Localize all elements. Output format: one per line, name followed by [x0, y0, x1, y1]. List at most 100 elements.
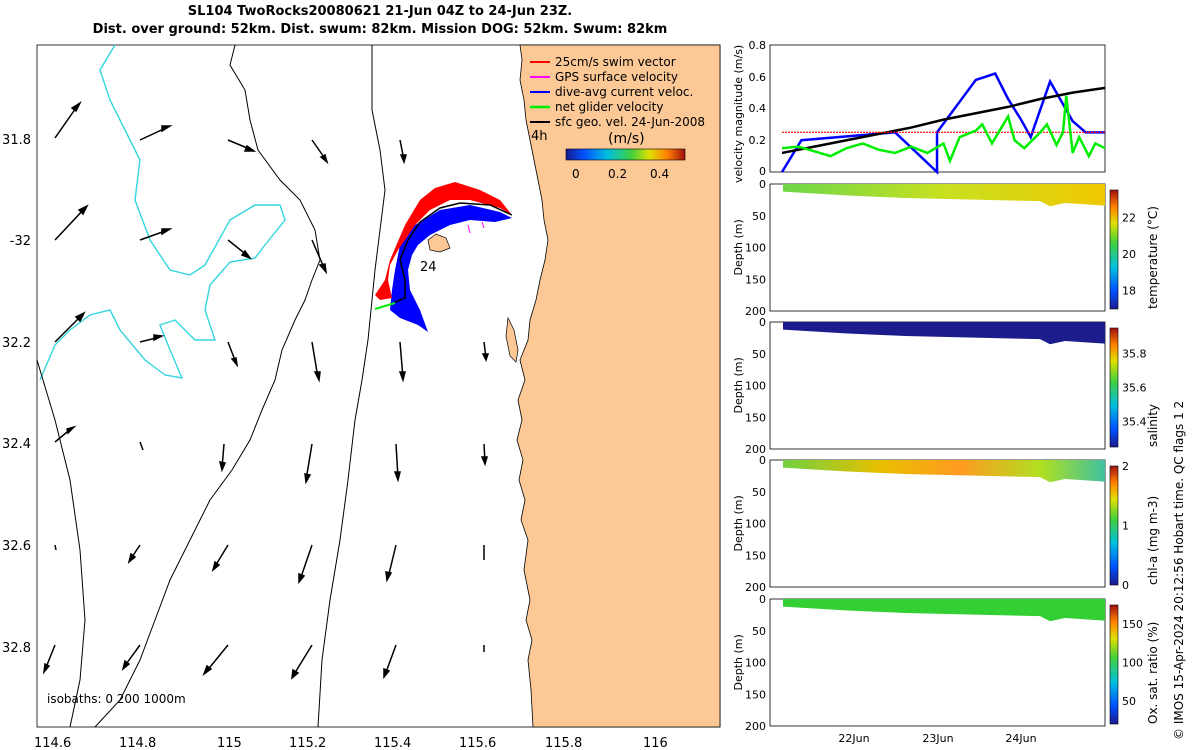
salinity-colorbar-tick: 35.4	[1122, 416, 1147, 429]
legend-swim-vector: 25cm/s swim vector	[555, 55, 676, 69]
oxygen-y-tick: 200	[745, 720, 766, 733]
chl-a-colorbar-tick: 1	[1122, 520, 1129, 533]
salinity-y-tick: 100	[745, 380, 766, 393]
velocity-line-black	[781, 86, 1106, 155]
coastline-land	[516, 44, 721, 728]
velocity-series	[780, 72, 1106, 175]
chl-a-y-tick: 50	[752, 486, 766, 499]
title-line-1: SL104 TwoRocks20080621 21-Jun 04Z to 24-…	[187, 4, 573, 19]
oxygen-y-tick: 50	[752, 625, 766, 638]
time-x-ticks: 22Jun 23Jun 24Jun	[838, 732, 1036, 745]
salinity-y-tick: 0	[759, 316, 766, 329]
right-panels: 0 0.2 0.4 0.6 0.8 velocity magnitude (m/…	[732, 39, 1160, 745]
oxygen-data	[783, 599, 1105, 622]
oxygen-y-tick: 100	[745, 657, 766, 670]
velocity-line-green	[781, 95, 1106, 165]
salinity-y-tick: 200	[745, 443, 766, 456]
chl-a-colorbar-label: chl-a (mg m-3)	[1146, 496, 1160, 585]
oxygen-y-tick: 150	[745, 688, 766, 701]
map-legend: 25cm/s swim vector GPS surface velocity …	[530, 55, 705, 129]
chl-a-y-tick: 150	[745, 549, 766, 562]
map-x-tick: 115.4	[374, 736, 411, 750]
vel-y-tick: 0.4	[749, 102, 767, 115]
oxygen-colorbar	[1109, 604, 1119, 725]
island-rottnest	[505, 316, 519, 363]
map-y-tick: 32.8	[2, 641, 31, 656]
chl-a-y-tick: 0	[759, 454, 766, 467]
salinity-colorbar	[1109, 327, 1119, 448]
chl-a-colorbar-tick: 0	[1122, 579, 1129, 592]
legend-sfc-geo: sfc geo. vel. 24-Jun-2008	[555, 115, 705, 129]
map-colorbar-tick-1: 0.2	[608, 167, 627, 181]
temperature-y-tick: 100	[745, 242, 766, 255]
salinity-colorbar-label: salinity	[1146, 404, 1160, 447]
chl-a-y-tick: 200	[745, 581, 766, 594]
map-x-tick: 115.6	[459, 736, 496, 750]
salinity-data	[783, 322, 1105, 345]
map-y-tick: 32.4	[2, 437, 31, 452]
map-y-tick: 31.8	[2, 133, 31, 148]
time-x-tick: 24Jun	[1005, 732, 1036, 745]
geostrophic-vectors	[42, 100, 490, 680]
oxygen-ylabel: Depth (m)	[732, 634, 745, 690]
map-y-tick: -32	[10, 234, 31, 249]
oxygen-colorbar-tick: 50	[1122, 695, 1136, 708]
map-x-tick: 114.8	[119, 736, 156, 750]
legend-gps-velocity: GPS surface velocity	[555, 70, 678, 84]
salinity-y-tick: 150	[745, 411, 766, 424]
map-x-ticks: 114.6 114.8 115 115.2 115.4 115.6 115.8 …	[34, 736, 668, 750]
chl-a-colorbar-tick: 2	[1122, 460, 1129, 473]
isobath-200m	[39, 44, 286, 381]
vel-y-tick: 0	[759, 165, 766, 178]
salinity-colorbar-tick: 35.8	[1122, 348, 1147, 361]
vel-y-tick: 0.6	[749, 71, 767, 84]
isobath-1000m-west	[36, 359, 86, 728]
legend-net-glider: net glider velocity	[555, 100, 663, 114]
map-colorbar	[565, 148, 686, 161]
temperature-ylabel: Depth (m)	[732, 219, 745, 275]
temperature-y-tick: 150	[745, 273, 766, 286]
map-y-ticks: 31.8 -32 32.2 32.4 32.6 32.8	[2, 133, 31, 656]
temperature-y-tick: 200	[745, 305, 766, 318]
velocity-y-ticks: 0 0.2 0.4 0.6 0.8	[749, 39, 767, 178]
chl-a-colorbar	[1109, 465, 1119, 586]
oxygen-colorbar-tick: 100	[1122, 657, 1143, 670]
isobath-1000m	[94, 44, 321, 728]
legend-dive-avg: dive-avg current veloc.	[555, 85, 693, 99]
vel-y-tick: 0.2	[749, 134, 767, 147]
temperature-colorbar-label: temperature (°C)	[1146, 206, 1160, 309]
chl-a-data	[783, 460, 1105, 483]
temperature-colorbar-tick: 22	[1122, 211, 1136, 224]
title-line-2: Dist. over ground: 52km. Dist. swum: 82k…	[92, 22, 668, 37]
chl-a-y-tick: 100	[745, 518, 766, 531]
map-x-tick: 116	[643, 736, 668, 750]
oxygen-colorbar-label: Ox. sat. ratio (%)	[1146, 622, 1160, 724]
isobaths-label: isobaths: 0 200 1000m	[47, 692, 186, 706]
map-colorbar-tick-0: 0	[572, 167, 580, 181]
track-label-4h: 4h	[531, 129, 548, 144]
oxygen-colorbar-tick: 150	[1122, 618, 1143, 631]
map-y-tick: 32.6	[2, 539, 31, 554]
map-x-tick: 115.2	[289, 736, 326, 750]
map-x-tick: 115	[217, 736, 242, 750]
temperature-colorbar-tick: 20	[1122, 248, 1136, 261]
island-garden	[427, 233, 451, 253]
map-colorbar-title: (m/s)	[608, 131, 645, 147]
salinity-ylabel: Depth (m)	[732, 357, 745, 413]
track-label-24: 24	[420, 260, 437, 275]
time-x-tick: 23Jun	[922, 732, 953, 745]
credit-text: © IMOS 15-Apr-2024 20:12:56 Hobart time.…	[1172, 400, 1186, 740]
salinity-colorbar-tick: 35.6	[1122, 382, 1147, 395]
isobath-1000m-mid	[317, 45, 386, 728]
velocity-ylabel: velocity magnitude (m/s)	[732, 45, 745, 183]
temperature-y-tick: 0	[759, 178, 766, 191]
temperature-colorbar	[1109, 189, 1119, 310]
map-y-tick: 32.2	[2, 336, 31, 351]
temperature-colorbar-tick: 18	[1122, 285, 1136, 298]
glider-track	[374, 182, 513, 332]
temperature-y-tick: 50	[752, 210, 766, 223]
chl-a-ylabel: Depth (m)	[732, 495, 745, 551]
map-colorbar-tick-2: 0.4	[650, 167, 669, 181]
map-x-tick: 115.8	[545, 736, 582, 750]
map-panel: 24 4h 25cm/s swim vector GPS surface vel…	[2, 44, 721, 750]
